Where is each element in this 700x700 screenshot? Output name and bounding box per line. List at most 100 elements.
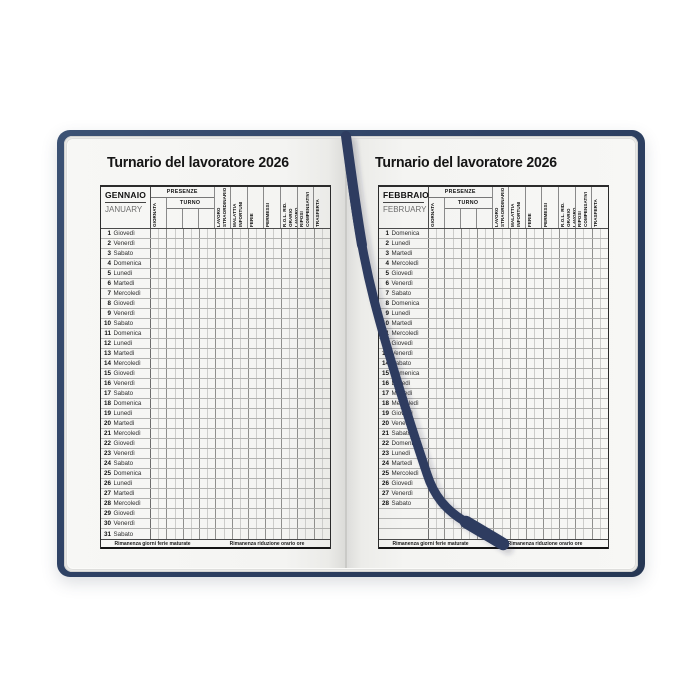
grid-cell <box>527 479 536 488</box>
grid-cell <box>584 379 591 388</box>
grid-cell <box>445 449 454 458</box>
grid-cell <box>216 299 225 308</box>
grid-cell <box>192 289 199 298</box>
grid-column <box>249 289 266 298</box>
grid-column <box>478 349 495 358</box>
grid-cell <box>503 499 510 508</box>
grid-column <box>282 409 299 418</box>
grid-column <box>151 479 168 488</box>
grid-cell <box>568 239 575 248</box>
day-label-cell: 22 Giovedì <box>101 439 151 448</box>
grid-cell <box>429 349 438 358</box>
grid-cell <box>584 509 591 518</box>
grid-cell <box>225 399 232 408</box>
grid-column <box>200 409 217 418</box>
grid-column <box>478 379 495 388</box>
grid-column <box>462 489 479 498</box>
day-row: 1 Giovedì <box>101 229 330 239</box>
grid-cell <box>315 379 323 388</box>
grid-cell <box>167 319 176 328</box>
grid-cell <box>176 339 183 348</box>
grid-cell <box>306 339 313 348</box>
grid-cell <box>184 329 192 338</box>
day-name: Sabato <box>391 360 412 367</box>
grid-cell <box>462 439 470 448</box>
grid-cell <box>176 259 183 268</box>
grid-column <box>233 509 250 518</box>
grid-cell <box>290 359 297 368</box>
month-name-en: FEBRUARY <box>383 205 427 214</box>
grid-column <box>233 429 250 438</box>
grid-column <box>184 329 201 338</box>
grid-column <box>445 249 462 258</box>
grid-cell <box>568 389 575 398</box>
grid-cell <box>167 449 176 458</box>
grid-cell <box>249 339 258 348</box>
grid-cell <box>257 409 264 418</box>
grid-column <box>298 529 315 539</box>
grid-cell <box>208 249 215 258</box>
day-row: 7 Mercoledì <box>101 289 330 299</box>
grid-cell <box>511 429 519 438</box>
grid-column <box>298 379 315 388</box>
grid-column <box>167 419 184 428</box>
grid-cell <box>437 489 444 498</box>
grid-column <box>200 319 217 328</box>
day-number: 26 <box>103 480 111 487</box>
grid-column <box>282 369 299 378</box>
grid-cell <box>176 389 183 398</box>
grid-cell <box>225 459 232 468</box>
grid-cell <box>225 439 232 448</box>
grid-cell <box>535 299 542 308</box>
grid-cell <box>290 289 297 298</box>
grid-cell <box>274 449 281 458</box>
grid-column <box>593 289 608 298</box>
grid-cell <box>249 459 258 468</box>
day-name: Venerdì <box>113 380 135 387</box>
grid-column <box>494 269 511 278</box>
grid-cell <box>315 519 323 528</box>
day-row: 5 Lunedì <box>101 269 330 279</box>
grid-column <box>266 319 282 328</box>
grid-cell <box>290 259 297 268</box>
month-name-it: FEBBRAIO <box>383 190 429 200</box>
grid-cell <box>584 439 591 448</box>
grid-cell <box>429 279 438 288</box>
grid-cell <box>315 399 323 408</box>
grid-cell <box>159 449 166 458</box>
grid-cell <box>249 329 258 338</box>
grid-cell <box>323 349 330 358</box>
grid-column <box>216 249 233 258</box>
grid-column <box>560 319 577 328</box>
grid-column <box>429 359 446 368</box>
grid-column <box>216 239 233 248</box>
day-label-cell: 6 Venerdì <box>379 279 429 288</box>
day-number: 7 <box>385 290 389 297</box>
grid-cell <box>233 309 241 318</box>
day-label-cell: 1 Giovedì <box>101 229 151 238</box>
grid-column <box>478 359 495 368</box>
grid-column <box>200 449 217 458</box>
grid-cell <box>544 309 552 318</box>
grid-column <box>560 259 577 268</box>
grid-cell <box>167 289 176 298</box>
grid-cell <box>454 319 461 328</box>
grid-cell <box>151 389 160 398</box>
grid-column <box>478 269 495 278</box>
grid-cell <box>306 259 313 268</box>
grid-column <box>560 409 577 418</box>
grid-column <box>527 239 544 248</box>
grid-cell <box>216 519 225 528</box>
day-row: 21 Mercoledì <box>101 429 330 439</box>
grid-cell <box>527 339 536 348</box>
day-number: 2 <box>385 240 389 247</box>
day-number: 12 <box>381 340 389 347</box>
grid-column <box>216 309 233 318</box>
day-number: 30 <box>103 520 111 527</box>
grid-cell <box>208 509 215 518</box>
grid-column <box>282 439 299 448</box>
grid-column <box>151 409 168 418</box>
grid-column <box>233 479 250 488</box>
grid-cell <box>298 319 307 328</box>
grid-cell <box>184 319 192 328</box>
